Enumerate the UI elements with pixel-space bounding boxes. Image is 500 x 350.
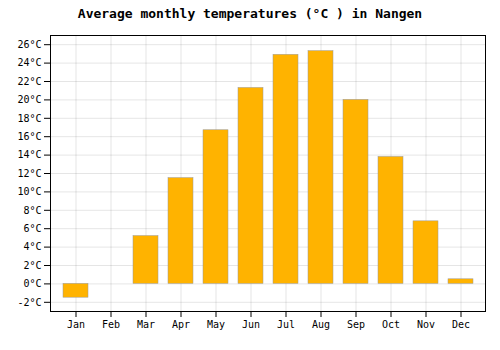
svg-text:Sep: Sep — [347, 319, 365, 330]
svg-text:14°C: 14°C — [17, 149, 41, 160]
svg-text:0°C: 0°C — [23, 278, 41, 289]
svg-text:Jun: Jun — [242, 319, 260, 330]
svg-text:22°C: 22°C — [17, 76, 41, 87]
svg-text:Jan: Jan — [67, 319, 85, 330]
svg-text:4°C: 4°C — [23, 241, 41, 252]
svg-text:Dec: Dec — [452, 319, 470, 330]
svg-text:Apr: Apr — [172, 319, 190, 330]
svg-text:10°C: 10°C — [17, 186, 41, 197]
svg-text:May: May — [207, 319, 225, 330]
svg-text:Feb: Feb — [102, 319, 120, 330]
svg-text:Oct: Oct — [382, 319, 400, 330]
svg-text:26°C: 26°C — [17, 39, 41, 50]
svg-text:6°C: 6°C — [23, 223, 41, 234]
svg-text:20°C: 20°C — [17, 94, 41, 105]
svg-text:Mar: Mar — [137, 319, 155, 330]
svg-text:Nov: Nov — [417, 319, 435, 330]
svg-text:16°C: 16°C — [17, 131, 41, 142]
svg-text:2°C: 2°C — [23, 260, 41, 271]
svg-text:Jul: Jul — [277, 319, 295, 330]
svg-text:-2°C: -2°C — [17, 297, 41, 308]
svg-text:24°C: 24°C — [17, 57, 41, 68]
svg-text:18°C: 18°C — [17, 113, 41, 124]
svg-text:12°C: 12°C — [17, 168, 41, 179]
html-text:Average monthly temperatures (: Average monthly temperatures (°C ) in Na… — [77, 6, 423, 21]
svg-text:Aug: Aug — [312, 319, 330, 330]
svg-text:8°C: 8°C — [23, 205, 41, 216]
